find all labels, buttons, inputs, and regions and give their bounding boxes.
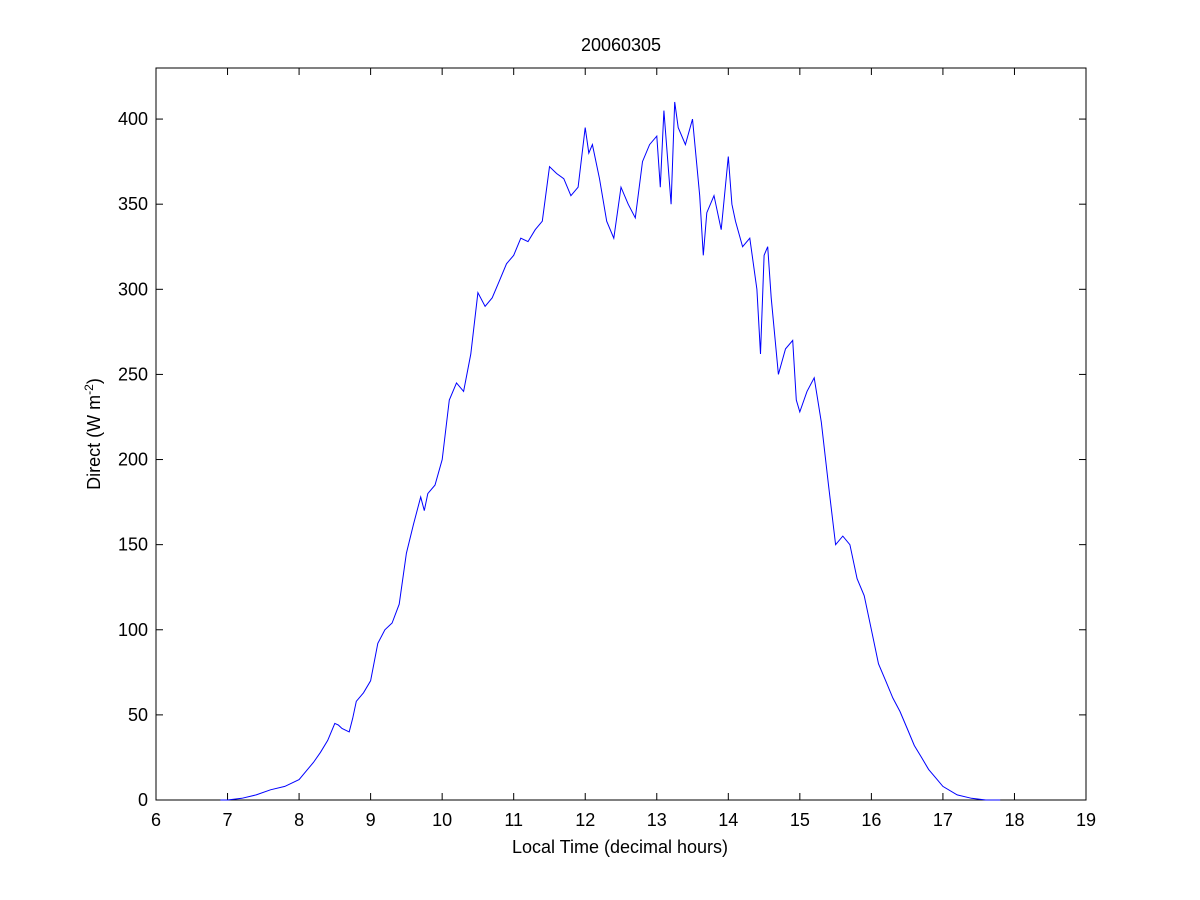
x-axis-label: Local Time (decimal hours)	[512, 837, 728, 857]
y-axis-label-close: )	[84, 378, 104, 384]
y-axis-label-superscript: -2	[82, 384, 96, 395]
chart-title: 20060305	[581, 35, 661, 55]
x-tick-label: 9	[366, 810, 376, 830]
y-tick-label: 50	[128, 705, 148, 725]
x-tick-label: 7	[223, 810, 233, 830]
y-axis-ticks: 0 50 100 150 200 250 300 350 400	[118, 109, 1086, 810]
x-tick-label: 8	[294, 810, 304, 830]
axes-box	[155, 67, 1087, 801]
x-tick-label: 15	[790, 810, 810, 830]
x-tick-label: 18	[1004, 810, 1024, 830]
y-tick-label: 200	[118, 450, 148, 470]
x-tick-label: 11	[504, 810, 523, 830]
y-tick-label: 400	[118, 109, 148, 129]
y-tick-label: 300	[118, 279, 148, 299]
x-tick-label: 16	[861, 810, 881, 830]
direct-irradiance-line	[220, 101, 1001, 801]
x-tick-label: 13	[647, 810, 667, 830]
x-tick-label: 19	[1076, 810, 1096, 830]
y-tick-label: 0	[138, 790, 148, 810]
y-tick-label: 100	[118, 620, 148, 640]
x-tick-label: 12	[575, 810, 595, 830]
y-tick-label: 350	[118, 194, 148, 214]
x-axis-ticks: 6 7 8 9 10 11 12 13 14 15 16 17 18 19	[151, 68, 1096, 830]
x-tick-label: 17	[933, 810, 953, 830]
x-tick-label: 10	[432, 810, 452, 830]
x-tick-label: 14	[718, 810, 738, 830]
y-tick-label: 250	[118, 364, 148, 384]
x-tick-label: 6	[151, 810, 161, 830]
y-axis-label-main: Direct (W m	[84, 395, 104, 490]
plot-area: 6 7 8 9 10 11 12 13 14 15 16 17 18 19 0 50 100 150 200 250…	[118, 67, 1096, 830]
y-axis-label: Direct (W m-2)	[82, 378, 104, 490]
y-tick-label: 150	[118, 535, 148, 555]
